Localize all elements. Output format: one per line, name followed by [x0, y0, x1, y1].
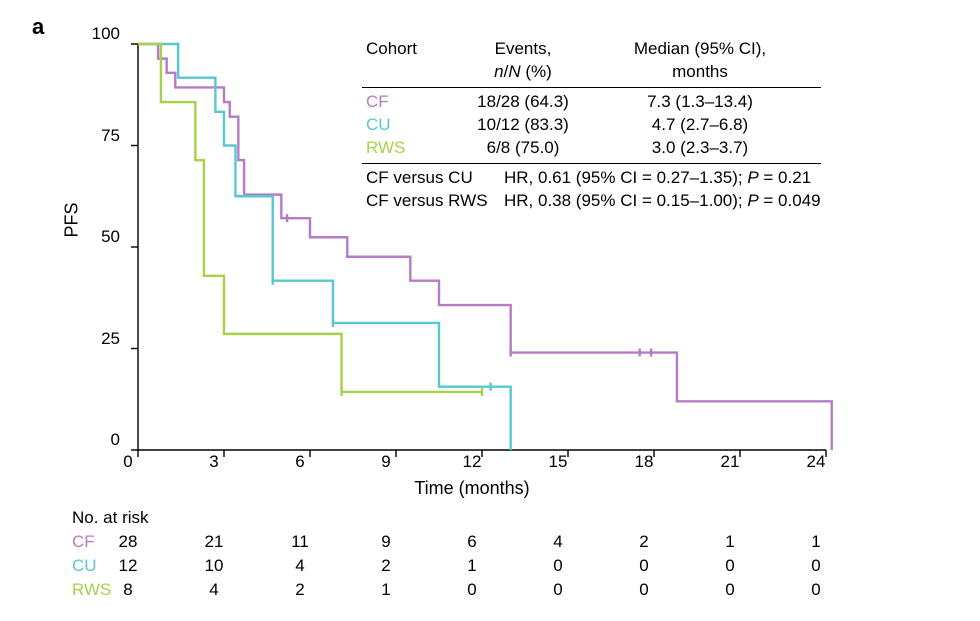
inset-rule-2 [362, 163, 821, 164]
inset-h-events: Events, n/N (%) [446, 38, 600, 84]
inset-body: CF18/28 (64.3)7.3 (1.3–13.4)CU10/12 (83.… [362, 91, 821, 160]
inset-hr-row: CF versus RWSHR, 0.38 (95% CI = 0.15–1.0… [362, 190, 821, 213]
x-tick-label: 0 [123, 452, 132, 472]
risk-cell: 1 [467, 556, 476, 576]
risk-cell: 0 [467, 580, 476, 600]
panel-label: a [32, 14, 44, 40]
x-tick-label: 12 [463, 452, 482, 472]
risk-cell: 0 [553, 556, 562, 576]
inset-cohort: CF [362, 91, 446, 114]
y-tick-label: 0 [70, 430, 120, 450]
risk-cell: 0 [811, 556, 820, 576]
risk-row-label: CF [72, 532, 95, 552]
inset-h-median: Median (95% CI), months [600, 38, 800, 84]
x-tick-label: 9 [381, 452, 390, 472]
risk-cell: 0 [725, 580, 734, 600]
x-tick-label: 21 [721, 452, 740, 472]
inset-events: 6/8 (75.0) [446, 137, 600, 160]
y-tick-label: 75 [70, 126, 120, 146]
risk-cell: 1 [725, 532, 734, 552]
x-axis-label: Time (months) [414, 478, 529, 499]
inset-cohort: RWS [362, 137, 446, 160]
inset-h-cohort: Cohort [362, 38, 446, 84]
risk-cell: 4 [553, 532, 562, 552]
risk-cell: 6 [467, 532, 476, 552]
figure-panel: a PFS Time (months) Cohort Events, n/N (… [0, 0, 980, 621]
risk-cell: 0 [553, 580, 562, 600]
risk-cell: 4 [295, 556, 304, 576]
inset-rule-1 [362, 87, 821, 88]
inset-cohort: CU [362, 114, 446, 137]
risk-row-label: RWS [72, 580, 111, 600]
y-tick-label: 100 [70, 24, 120, 44]
x-tick-label: 24 [807, 452, 826, 472]
x-tick-label: 15 [549, 452, 568, 472]
risk-cell: 8 [123, 580, 132, 600]
inset-median: 4.7 (2.7–6.8) [600, 114, 800, 137]
inset-hr-row: CF versus CUHR, 0.61 (95% CI = 0.27–1.35… [362, 167, 821, 190]
inset-median: 3.0 (2.3–3.7) [600, 137, 800, 160]
inset-table: Cohort Events, n/N (%) Median (95% CI), … [362, 38, 821, 213]
inset-hr-rows: CF versus CUHR, 0.61 (95% CI = 0.27–1.35… [362, 167, 821, 213]
risk-cell: 2 [639, 532, 648, 552]
inset-events: 18/28 (64.3) [446, 91, 600, 114]
risk-cell: 11 [291, 532, 309, 552]
risk-cell: 0 [811, 580, 820, 600]
risk-cell: 0 [725, 556, 734, 576]
risk-cell: 2 [295, 580, 304, 600]
risk-cell: 1 [811, 532, 820, 552]
risk-cell: 0 [639, 580, 648, 600]
y-tick-label: 50 [70, 227, 120, 247]
risk-cell: 0 [639, 556, 648, 576]
risk-cell: 12 [119, 556, 138, 576]
inset-row: RWS6/8 (75.0)3.0 (2.3–3.7) [362, 137, 821, 160]
risk-cell: 21 [205, 532, 224, 552]
risk-row-label: CU [72, 556, 97, 576]
y-tick-label: 25 [70, 329, 120, 349]
inset-events: 10/12 (83.3) [446, 114, 600, 137]
x-tick-label: 18 [635, 452, 654, 472]
risk-cell: 2 [381, 556, 390, 576]
risk-cell: 28 [119, 532, 138, 552]
inset-row: CU10/12 (83.3)4.7 (2.7–6.8) [362, 114, 821, 137]
inset-events-sub: n/N (%) [494, 62, 552, 81]
x-tick-label: 6 [295, 452, 304, 472]
risk-cell: 1 [381, 580, 390, 600]
inset-row: CF18/28 (64.3)7.3 (1.3–13.4) [362, 91, 821, 114]
x-tick-label: 3 [209, 452, 218, 472]
risk-cell: 10 [205, 556, 224, 576]
risk-table-title: No. at risk [72, 508, 149, 528]
risk-cell: 4 [209, 580, 218, 600]
risk-cell: 9 [381, 532, 390, 552]
inset-header: Cohort Events, n/N (%) Median (95% CI), … [362, 38, 821, 84]
inset-median: 7.3 (1.3–13.4) [600, 91, 800, 114]
